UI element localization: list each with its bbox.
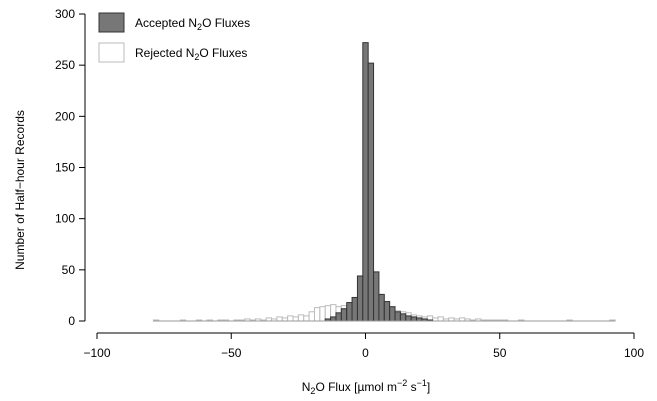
y-tick-label: 200 [55, 109, 75, 123]
accepted-bar [362, 42, 369, 322]
accepted-bar [399, 313, 407, 322]
x-tick-label: −100 [83, 346, 110, 360]
accepted-bar [373, 271, 380, 322]
accepted-bar [378, 293, 385, 322]
accepted-bar [405, 315, 412, 322]
accepted-bar [367, 62, 375, 322]
accepted-bar [356, 275, 364, 322]
rejected-bar [319, 306, 326, 322]
accepted-bar [340, 308, 348, 322]
legend-swatch-accepted [98, 12, 125, 33]
x-tick-label: 0 [362, 346, 369, 360]
accepted-bar [330, 316, 337, 322]
y-tick-label: 250 [55, 58, 75, 72]
accepted-bar [394, 311, 401, 322]
y-tick-label: 0 [68, 314, 75, 328]
x-tick-label: 100 [624, 346, 644, 360]
y-axis: 0 50 100 150 200 250 300 [55, 7, 86, 328]
legend: Accepted N2O Fluxes Rejected N2O Fluxes [98, 12, 250, 63]
accepted-bar [346, 302, 353, 322]
rejected-bar [297, 314, 305, 322]
legend-label-rejected: Rejected N2O Fluxes [135, 46, 247, 62]
rejected-bar [437, 316, 444, 322]
rejected-bar [287, 315, 294, 322]
accepted-bar [335, 312, 342, 322]
accepted-bar [389, 306, 396, 322]
y-tick-label: 150 [55, 161, 75, 175]
accepted-bars [324, 42, 434, 322]
legend-swatch-rejected [98, 42, 125, 63]
x-axis: −100 −50 0 50 100 [83, 332, 644, 360]
x-tick-label: −50 [221, 346, 242, 360]
y-tick-label: 300 [55, 7, 75, 21]
legend-label-accepted: Accepted N2O Fluxes [135, 16, 250, 32]
rejected-bar [313, 307, 321, 322]
accepted-bar [351, 296, 358, 322]
rejected-bar [308, 311, 315, 322]
x-axis-label: N2O Flux [µmol m−2 s−1] [302, 378, 431, 396]
accepted-bar [410, 316, 418, 322]
rejected-bar [292, 316, 299, 322]
rejected-bar [276, 316, 283, 322]
y-tick-label: 50 [62, 263, 76, 277]
accepted-bar [383, 301, 391, 322]
rejected-bar [303, 315, 310, 322]
y-axis-label: Number of Half−hour Records [13, 110, 27, 270]
y-tick-label: 100 [55, 212, 75, 226]
x-tick-label: 50 [493, 346, 507, 360]
